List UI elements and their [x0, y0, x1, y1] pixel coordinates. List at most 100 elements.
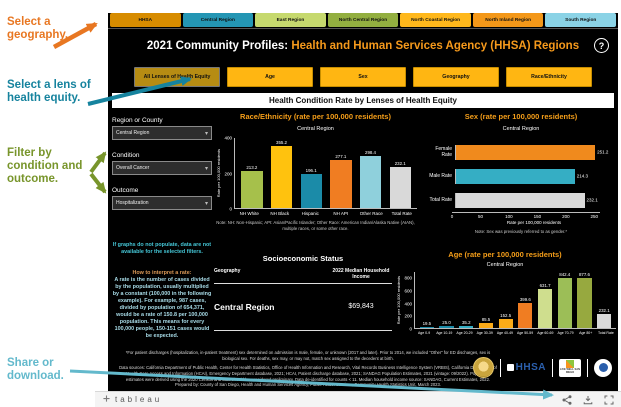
hhsa-logo: HHSA	[506, 362, 546, 373]
logo-divider	[499, 358, 501, 377]
bar-column-age-0-9: 19.5	[417, 272, 437, 328]
round-logo	[594, 358, 612, 377]
y-tick-0: 0	[229, 206, 232, 212]
bar-value: 277.1	[335, 153, 347, 159]
bar[interactable]	[270, 145, 293, 208]
condition-filter-label: Condition	[112, 152, 140, 159]
column-header-geography: Geography	[214, 268, 241, 274]
dashboard-title-highlight: Health and Human Services Agency (HHSA) …	[288, 40, 580, 52]
bar[interactable]	[456, 192, 585, 208]
x-axis-category: Age 70-79	[557, 331, 574, 335]
bar[interactable]	[300, 173, 322, 208]
bar-value: 232.1	[598, 307, 610, 313]
y-tick-400: 400	[224, 135, 232, 141]
lens-button-geography[interactable]: Geography	[413, 67, 499, 87]
bar-column-age-80+: 877.6	[575, 272, 595, 328]
footnotes: *For patient discharges (hospitalization…	[118, 350, 498, 391]
bar[interactable]	[456, 144, 596, 160]
share-icon[interactable]	[561, 394, 572, 405]
footnote-data-sources: Data sources: California Department of P…	[119, 364, 497, 388]
bar-column-age-40-49: 152.5	[496, 272, 516, 328]
table-title: Socioeconomic Status	[262, 254, 344, 263]
bar-column-age-20-29: 35.2	[456, 272, 476, 328]
x-axis-category: Total Rate	[391, 211, 412, 216]
chart-subtitle: Central Region	[486, 262, 524, 268]
y-tick-200: 200	[404, 313, 412, 319]
region-tab-east-region[interactable]: East Region	[255, 13, 326, 27]
bar[interactable]	[518, 303, 533, 328]
bar-value: 842.4	[559, 272, 571, 277]
lens-button-age[interactable]: Age	[227, 67, 313, 87]
y-tick-200: 200	[224, 171, 232, 176]
hbar-label: Male Rate	[429, 172, 452, 179]
bar[interactable]	[389, 167, 411, 208]
lens-button-all-lenses-of-health-equity[interactable]: All Lenses of Health Equity	[134, 67, 220, 87]
bar-column-hispanic: 196.1	[296, 138, 326, 208]
section-title: Health Condition Rate by Lenses of Healt…	[112, 93, 614, 108]
region-tab-north-coastal-region[interactable]: North Coastal Region	[400, 13, 471, 27]
lens-buttons: All Lenses of Health Equity Age Sex Geograp…	[108, 67, 618, 87]
bar-column-age-30-39: 85.5	[476, 272, 496, 328]
x-axis-category: Age 20-29	[456, 331, 473, 335]
condition-dropdown-value: Overall Cancer	[116, 165, 150, 171]
condition-dropdown[interactable]: Overall Cancer ▾	[112, 161, 212, 175]
fullscreen-icon[interactable]	[603, 394, 614, 405]
bar[interactable]	[439, 326, 454, 328]
county-seal-logo	[472, 357, 494, 378]
bar-value: 399.6	[519, 297, 531, 303]
caret-down-icon: ▾	[204, 130, 208, 137]
bar[interactable]	[577, 278, 592, 328]
bar[interactable]	[456, 168, 575, 184]
bar[interactable]	[241, 170, 263, 208]
bar-column-age-10-19: 25.0	[437, 272, 457, 328]
region-tab-north-central-region[interactable]: North Central Region	[327, 13, 399, 27]
bar[interactable]	[498, 318, 513, 328]
age-chart: Age (rate per 100,000 residents) Central…	[394, 250, 616, 335]
annotation-select-geography: Select a geography.	[7, 16, 69, 41]
sex-chart: Sex (rate per 100,000 residents) Central…	[426, 112, 616, 235]
x-tick-50: 50	[477, 214, 483, 219]
bar-value: 85.5	[481, 316, 491, 322]
chart-note: Note: Sex was previously referred to as …	[474, 229, 568, 234]
bar[interactable]	[537, 288, 553, 328]
bar[interactable]	[419, 326, 434, 328]
bar[interactable]	[359, 155, 382, 208]
region-tab-north-inland-region[interactable]: North Inland Region	[472, 13, 544, 27]
x-axis-labels: Age 0-9 Age 10-19 Age 20-29 Age 30-39 Age 40…	[394, 331, 616, 335]
y-tick-400: 400	[404, 301, 412, 307]
bar[interactable]	[597, 313, 612, 328]
bar-value: 631.7	[539, 282, 551, 288]
bar-value: 35.2	[461, 319, 471, 325]
download-icon[interactable]	[582, 394, 593, 405]
dashboard-title: 2021 Community Profiles:	[146, 40, 289, 52]
bar-value: 232.1	[586, 197, 598, 203]
region-dropdown[interactable]: Central Region ▾	[112, 126, 212, 140]
bar[interactable]	[557, 278, 572, 328]
chart-title: Race/Ethnicity (rate per 100,000 residen…	[240, 112, 391, 121]
bar-value: 251.2	[597, 149, 609, 155]
region-tab-hhsa[interactable]: HHSA	[110, 13, 181, 27]
x-tick-100: 100	[505, 214, 513, 219]
bar-column-age-50-59: 399.6	[516, 272, 536, 328]
dashboard-content: Region or County Central Region ▾ Condit…	[108, 112, 618, 348]
y-axis-ticks: 0 200 400 600 800	[402, 272, 414, 332]
bar[interactable]	[478, 322, 494, 328]
outcome-dropdown[interactable]: Hospitalization ▾	[112, 196, 212, 210]
annotation-select-lens: Select a lens of health equity.	[7, 79, 91, 104]
bar[interactable]	[459, 325, 474, 328]
bar-value: 232.1	[394, 161, 406, 167]
x-axis-category: Total Rate	[598, 331, 614, 335]
chart-title: Sex (rate per 100,000 residents)	[464, 112, 578, 121]
lens-button-sex[interactable]: Sex	[320, 67, 406, 87]
region-tab-south-region[interactable]: South Region	[545, 13, 617, 27]
bars-area: 213.2 355.2 196.1 277.1 298.4 232.1	[234, 138, 417, 209]
lens-button-race-ethnicity[interactable]: Race/Ethnicity	[506, 67, 592, 87]
filter-arrow-down	[89, 172, 107, 194]
chart-subtitle: Central Region	[502, 126, 540, 132]
tableau-brand-link[interactable]: tableau	[102, 395, 162, 404]
region-tab-central-region[interactable]: Central Region	[182, 13, 254, 27]
bar[interactable]	[330, 159, 352, 208]
help-icon[interactable]: ?	[594, 38, 609, 53]
hbar-track: 251.2	[455, 144, 608, 160]
